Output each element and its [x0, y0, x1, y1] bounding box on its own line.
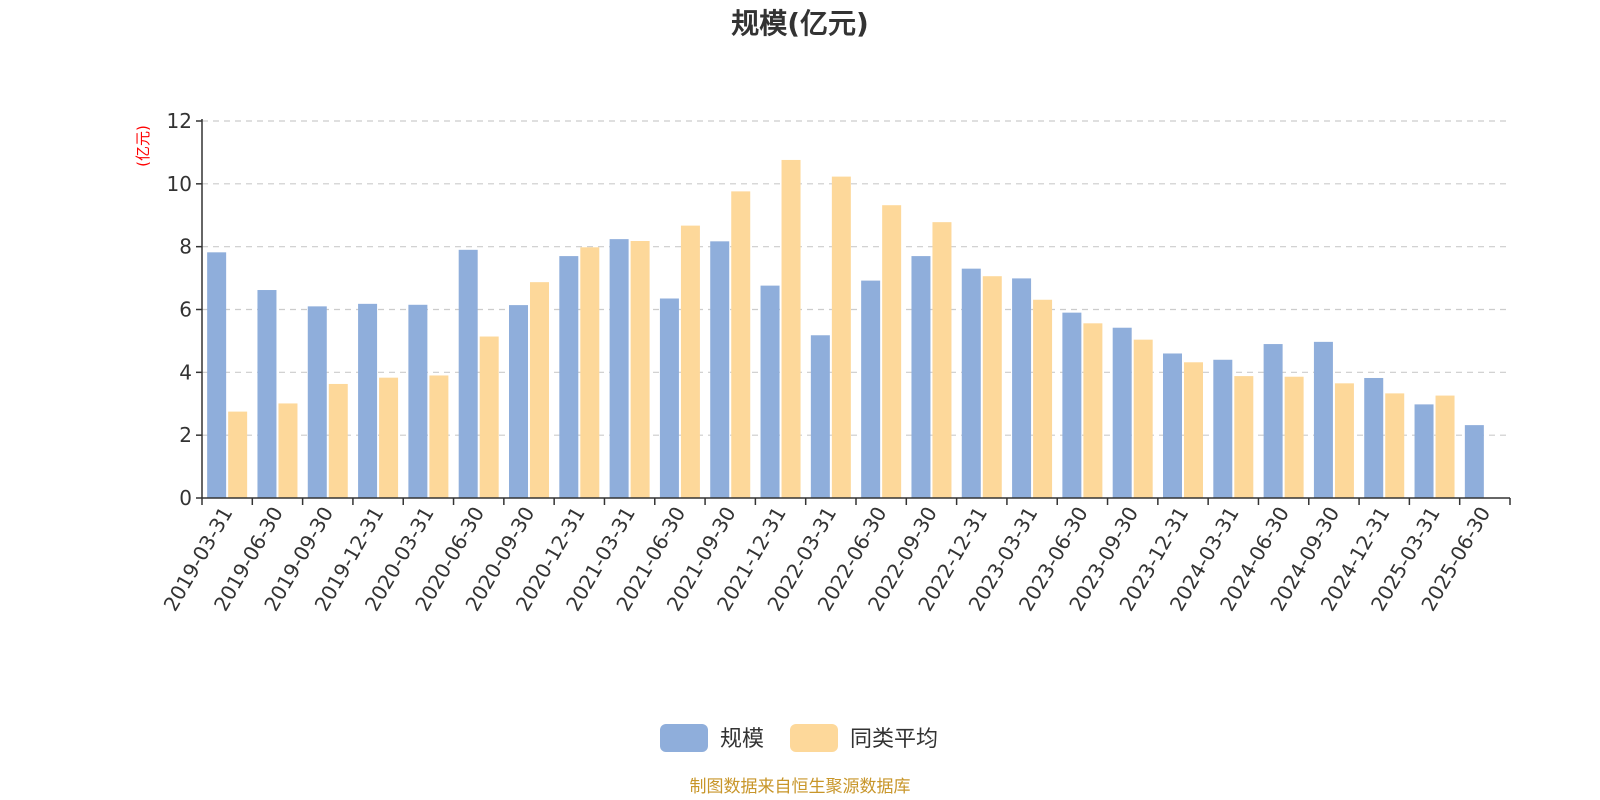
bar-scale[interactable] — [659, 298, 679, 498]
bar-scale[interactable] — [861, 280, 881, 498]
legend-item-scale[interactable]: 规模 — [660, 724, 764, 752]
bar-scale[interactable] — [1263, 344, 1283, 498]
y-axis-label: (亿元) — [134, 125, 152, 167]
bar-peer-average[interactable] — [1284, 376, 1304, 498]
bar-scale[interactable] — [710, 241, 730, 498]
bar-scale[interactable] — [408, 304, 428, 498]
bar-peer-average[interactable] — [379, 377, 399, 498]
y-tick-label: 4 — [179, 360, 192, 384]
bar-scale[interactable] — [1464, 425, 1484, 498]
bar-scale[interactable] — [1313, 341, 1333, 498]
bar-peer-average[interactable] — [982, 276, 1002, 498]
bar-peer-average[interactable] — [1033, 299, 1053, 498]
bar-peer-average[interactable] — [278, 403, 298, 498]
bar-peer-average[interactable] — [630, 241, 650, 499]
y-tick-label: 2 — [179, 423, 192, 447]
bar-peer-average[interactable] — [932, 222, 952, 498]
bar-peer-average[interactable] — [882, 205, 902, 499]
bar-peer-average[interactable] — [1385, 393, 1405, 498]
grid-lines — [202, 120, 1510, 436]
legend-label: 同类平均 — [850, 727, 938, 752]
bar-scale[interactable] — [307, 306, 327, 498]
bar-scale[interactable] — [760, 285, 780, 498]
bar-scale[interactable] — [358, 303, 378, 498]
legend-swatch — [660, 724, 708, 752]
bar-peer-average[interactable] — [580, 247, 600, 498]
bar-peer-average[interactable] — [1334, 383, 1354, 498]
bar-peer-average[interactable] — [228, 411, 248, 498]
bar-scale[interactable] — [1012, 278, 1032, 498]
bar-peer-average[interactable] — [530, 282, 549, 498]
y-tick-label: 6 — [179, 298, 192, 322]
bar-scale[interactable] — [1062, 312, 1082, 498]
bar-peer-average[interactable] — [781, 159, 801, 498]
bar-scale[interactable] — [509, 305, 528, 498]
bar-scale[interactable] — [1414, 404, 1434, 498]
y-tick-label: 12 — [167, 109, 192, 133]
bar-scale[interactable] — [458, 249, 478, 498]
legend-item-peer-average[interactable]: 同类平均 — [790, 724, 938, 752]
bar-scale[interactable] — [1163, 353, 1182, 498]
bar-peer-average[interactable] — [328, 383, 348, 498]
y-tick-label: 0 — [179, 486, 192, 510]
bar-peer-average[interactable] — [1083, 323, 1103, 498]
bar-peer-average[interactable] — [1234, 376, 1254, 498]
bar-scale[interactable] — [1213, 359, 1233, 498]
bar-peer-average[interactable] — [1133, 339, 1153, 498]
bars — [207, 159, 1484, 499]
chart-title: 规模(亿元) — [731, 7, 869, 40]
bar-scale[interactable] — [911, 256, 931, 498]
bar-scale[interactable] — [810, 335, 830, 498]
legend[interactable]: 规模 同类平均 — [660, 724, 938, 752]
bar-scale[interactable] — [609, 239, 629, 499]
bar-scale[interactable] — [1112, 327, 1132, 498]
bar-peer-average[interactable] — [479, 336, 499, 498]
bar-scale[interactable] — [257, 290, 277, 498]
bar-scale[interactable] — [559, 256, 579, 498]
bar-peer-average[interactable] — [680, 225, 700, 498]
legend-label: 规模 — [720, 727, 764, 752]
bar-peer-average[interactable] — [1435, 395, 1455, 498]
y-tick-label: 8 — [179, 235, 192, 259]
bar-scale[interactable] — [207, 252, 227, 498]
bar-peer-average[interactable] — [429, 375, 449, 498]
bar-peer-average[interactable] — [731, 191, 751, 498]
bar-peer-average[interactable] — [831, 176, 851, 499]
data-source-note: 制图数据来自恒生聚源数据库 — [690, 777, 911, 797]
legend-swatch — [790, 724, 838, 752]
y-tick-label: 10 — [167, 172, 192, 196]
bar-scale[interactable] — [961, 268, 981, 498]
bar-peer-average[interactable] — [1184, 362, 1203, 498]
bar-scale[interactable] — [1364, 377, 1384, 498]
